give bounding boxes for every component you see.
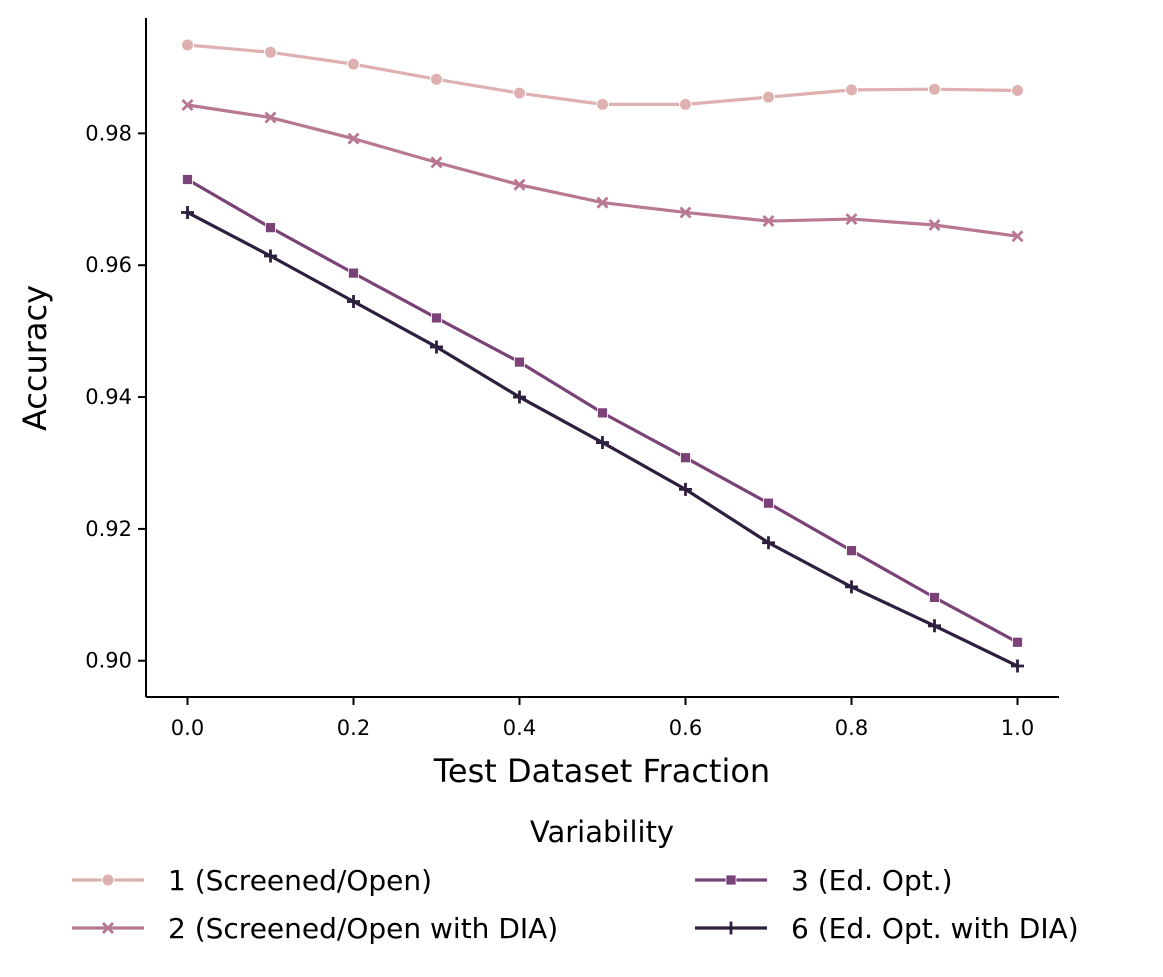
y-tick-label: 0.96 xyxy=(85,253,132,277)
legend-label: 2 (Screened/Open with DIA) xyxy=(168,912,558,945)
x-tick-label: 0.6 xyxy=(669,716,702,740)
data-point xyxy=(265,222,276,234)
data-point xyxy=(928,219,941,231)
data-point xyxy=(845,580,858,594)
data-point xyxy=(845,83,858,97)
legend-item: 3 (Ed. Opt.) xyxy=(695,864,953,897)
data-point xyxy=(845,213,858,226)
data-point xyxy=(513,86,526,100)
data-point xyxy=(763,497,774,509)
data-point xyxy=(680,452,691,464)
y-tick-label: 0.92 xyxy=(85,517,132,541)
series-lines xyxy=(185,43,1020,668)
data-point xyxy=(264,249,277,263)
x-tick-label: 1.0 xyxy=(1001,716,1034,740)
data-point xyxy=(101,873,115,887)
x-tick-label: 0.4 xyxy=(503,716,536,740)
data-point xyxy=(1011,230,1024,243)
data-point xyxy=(724,921,738,935)
series-line xyxy=(185,103,1020,238)
y-ticks: 0.90 0.92 0.94 0.96 0.98 xyxy=(85,121,146,673)
legend-label: 1 (Screened/Open) xyxy=(168,864,432,897)
data-point xyxy=(102,922,114,934)
data-point xyxy=(929,592,940,603)
data-point xyxy=(762,215,775,228)
data-point xyxy=(513,390,526,404)
data-point xyxy=(347,57,360,71)
x-ticks: 0.0 0.2 0.4 0.6 0.8 1.0 xyxy=(171,697,1034,740)
x-tick-label: 0.8 xyxy=(835,716,868,740)
data-point xyxy=(846,545,857,557)
data-point xyxy=(514,356,525,368)
legend-title: Variability xyxy=(530,815,674,849)
series-markers xyxy=(181,38,1024,673)
data-point xyxy=(596,436,609,450)
y-tick-label: 0.90 xyxy=(85,649,132,673)
data-point xyxy=(348,267,359,279)
data-point xyxy=(1011,84,1024,98)
y-tick-label: 0.94 xyxy=(85,385,132,409)
legend-item: 2 (Screened/Open with DIA) xyxy=(72,912,558,945)
data-point xyxy=(762,536,775,550)
data-point xyxy=(1012,636,1023,648)
legend-item: 6 (Ed. Opt. with DIA) xyxy=(695,912,1079,945)
data-point xyxy=(762,90,775,104)
legend-item: 1 (Screened/Open) xyxy=(72,864,432,897)
data-point xyxy=(513,178,526,191)
y-tick-label: 0.98 xyxy=(85,121,132,145)
x-tick-label: 0.2 xyxy=(337,716,370,740)
data-point xyxy=(264,45,277,59)
data-point xyxy=(264,111,277,124)
data-point xyxy=(430,72,443,86)
data-point xyxy=(725,874,737,886)
data-point xyxy=(596,97,609,111)
series-line xyxy=(185,43,1020,106)
data-point xyxy=(928,619,941,633)
data-point xyxy=(1011,659,1024,673)
data-point xyxy=(928,82,941,96)
legend: Variability 1 (Screened/Open) 2 (Screened… xyxy=(72,815,1079,945)
legend-label: 3 (Ed. Opt.) xyxy=(791,864,953,897)
data-point xyxy=(182,174,193,185)
y-axis-title: Accuracy xyxy=(16,285,54,431)
data-point xyxy=(596,196,609,209)
data-point xyxy=(347,132,360,145)
data-point xyxy=(347,294,360,308)
x-tick-label: 0.0 xyxy=(171,716,204,740)
x-axis-title: Test Dataset Fraction xyxy=(433,752,770,790)
data-point xyxy=(181,38,194,52)
data-point xyxy=(679,482,692,496)
legend-label: 6 (Ed. Opt. with DIA) xyxy=(791,912,1079,945)
data-point xyxy=(430,340,443,354)
data-point xyxy=(430,156,443,169)
data-point xyxy=(679,206,692,219)
data-point xyxy=(181,99,194,112)
data-point xyxy=(679,97,692,111)
data-point xyxy=(431,312,442,324)
data-point xyxy=(181,205,194,219)
data-point xyxy=(597,407,608,419)
